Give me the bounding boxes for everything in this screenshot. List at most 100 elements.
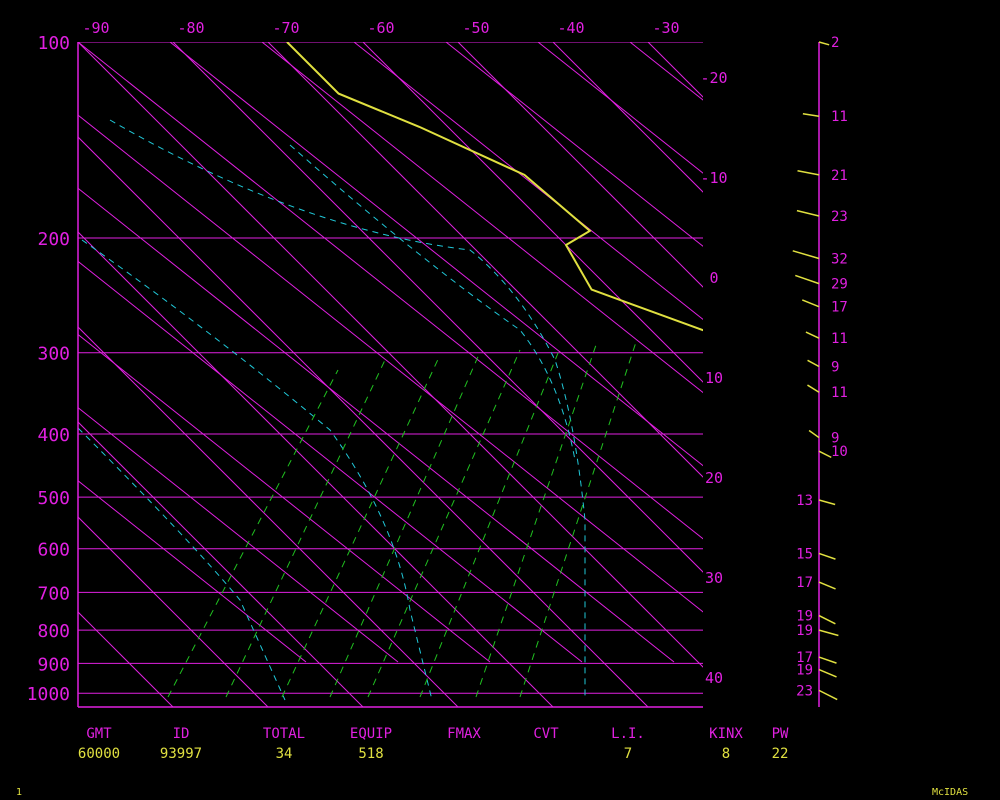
temperature-profile-line [286, 42, 703, 332]
chart-grid [78, 42, 1000, 707]
isotherm-line [457, 42, 703, 288]
isotherm-line [743, 42, 1000, 707]
isotherm-line [78, 136, 649, 707]
wind-barb [818, 668, 837, 678]
isotherm-line [78, 516, 269, 707]
isotherm-line [172, 42, 703, 573]
wind-speed-label: 19 [796, 663, 813, 679]
brand-label: McIDAS [932, 787, 969, 798]
index-header: L.I. [611, 726, 645, 742]
wind-barb [818, 656, 837, 664]
wind-speed-label: 23 [796, 683, 813, 699]
temperature-tick-label: -80 [177, 19, 204, 37]
adiabat-line [169, 42, 703, 467]
index-header: PW [771, 726, 789, 742]
adiabat-line [722, 42, 1000, 662]
index-header: EQUIP [349, 726, 393, 742]
wind-speed-label: 19 [796, 623, 813, 639]
isotherm-line [933, 42, 1000, 707]
wind-speed-label: 19 [796, 609, 813, 625]
index-header: TOTAL [262, 726, 306, 742]
temperature-tick-label: -90 [82, 19, 109, 37]
pressure-tick-label: 700 [37, 583, 70, 604]
wind-speed-label: 17 [796, 575, 813, 591]
index-value: 93997 [159, 746, 203, 762]
isotherm-line [362, 42, 703, 383]
isotherm-line [552, 42, 703, 193]
wind-speed-label: 32 [831, 251, 848, 267]
moist-adiabat-line [78, 427, 286, 701]
wind-barb [818, 450, 832, 459]
adiabat-line [78, 114, 703, 613]
mixing-ratio-line [475, 344, 597, 698]
pressure-tick-label: 300 [37, 344, 70, 365]
mixing-ratio-line [329, 351, 481, 698]
temperature-tick-label: -10 [700, 169, 727, 187]
wind-barb [802, 113, 820, 117]
adiabat-line [78, 260, 583, 663]
index-header: GMT [86, 726, 112, 742]
wind-barb [818, 41, 830, 46]
index-value: 8 [721, 746, 731, 762]
temperature-tick-label: -30 [652, 19, 679, 37]
wind-barb [808, 429, 820, 439]
adiabat-line [78, 42, 703, 540]
adiabat-line [445, 42, 703, 247]
wind-speed-label: 13 [796, 493, 813, 509]
wind-speed-label: 23 [831, 209, 848, 225]
pressure-tick-label: 1000 [27, 684, 70, 705]
adiabat-line [353, 42, 703, 321]
temperature-tick-label: -50 [462, 19, 489, 37]
wind-speed-label: 17 [831, 300, 848, 316]
index-value: 60000 [77, 746, 121, 762]
wind-barb [818, 581, 836, 590]
wind-speed-label: 10 [831, 444, 848, 460]
isotherm-line [78, 611, 174, 707]
index-header: ID [172, 726, 190, 742]
temperature-tick-label: -70 [272, 19, 299, 37]
chart-frame [77, 42, 703, 708]
temperature-tick-label: -40 [557, 19, 584, 37]
mixing-ratio-line [281, 354, 441, 698]
pressure-tick-label: 500 [37, 488, 70, 509]
wind-speed-label: 11 [831, 385, 848, 401]
wind-barb [807, 384, 820, 393]
adiabat-line [906, 42, 1000, 662]
temperature-tick-label: 0 [709, 269, 718, 287]
pressure-tick-label: 600 [37, 540, 70, 561]
temperature-tick-label: -60 [367, 19, 394, 37]
wind-speed-label: 9 [831, 431, 839, 447]
wind-speed-label: 17 [796, 650, 813, 666]
chart-series [286, 42, 703, 332]
wind-barb [807, 359, 820, 368]
temperature-tick-label: 20 [705, 469, 723, 487]
wind-barb [801, 299, 820, 308]
mixing-ratio-line [167, 369, 339, 698]
wind-speed-label: 11 [831, 109, 848, 125]
adiabat-line [261, 42, 703, 394]
wind-speed-label: 21 [831, 168, 848, 184]
mixing-ratio-line [367, 349, 521, 698]
wind-speed-label: 2 [831, 35, 839, 51]
wind-barb [818, 614, 836, 625]
chart-guides [78, 119, 637, 701]
wind-barb [795, 274, 820, 285]
adiabat-line [78, 480, 307, 663]
adiabat-line [814, 42, 1000, 662]
adiabat-line [78, 333, 491, 663]
pressure-tick-label: 400 [37, 425, 70, 446]
wind-speed-label: 29 [831, 277, 848, 293]
adiabat-line [78, 407, 399, 663]
wind-barb [818, 629, 839, 637]
isotherm-line [78, 421, 364, 707]
isotherm-line [78, 42, 703, 668]
pressure-tick-label: 100 [37, 33, 70, 54]
wind-barb [818, 499, 836, 506]
moist-adiabat-line [289, 144, 576, 461]
wind-speed-label: 9 [831, 360, 839, 376]
index-header: FMAX [447, 726, 481, 742]
moist-adiabat-line [109, 119, 586, 700]
